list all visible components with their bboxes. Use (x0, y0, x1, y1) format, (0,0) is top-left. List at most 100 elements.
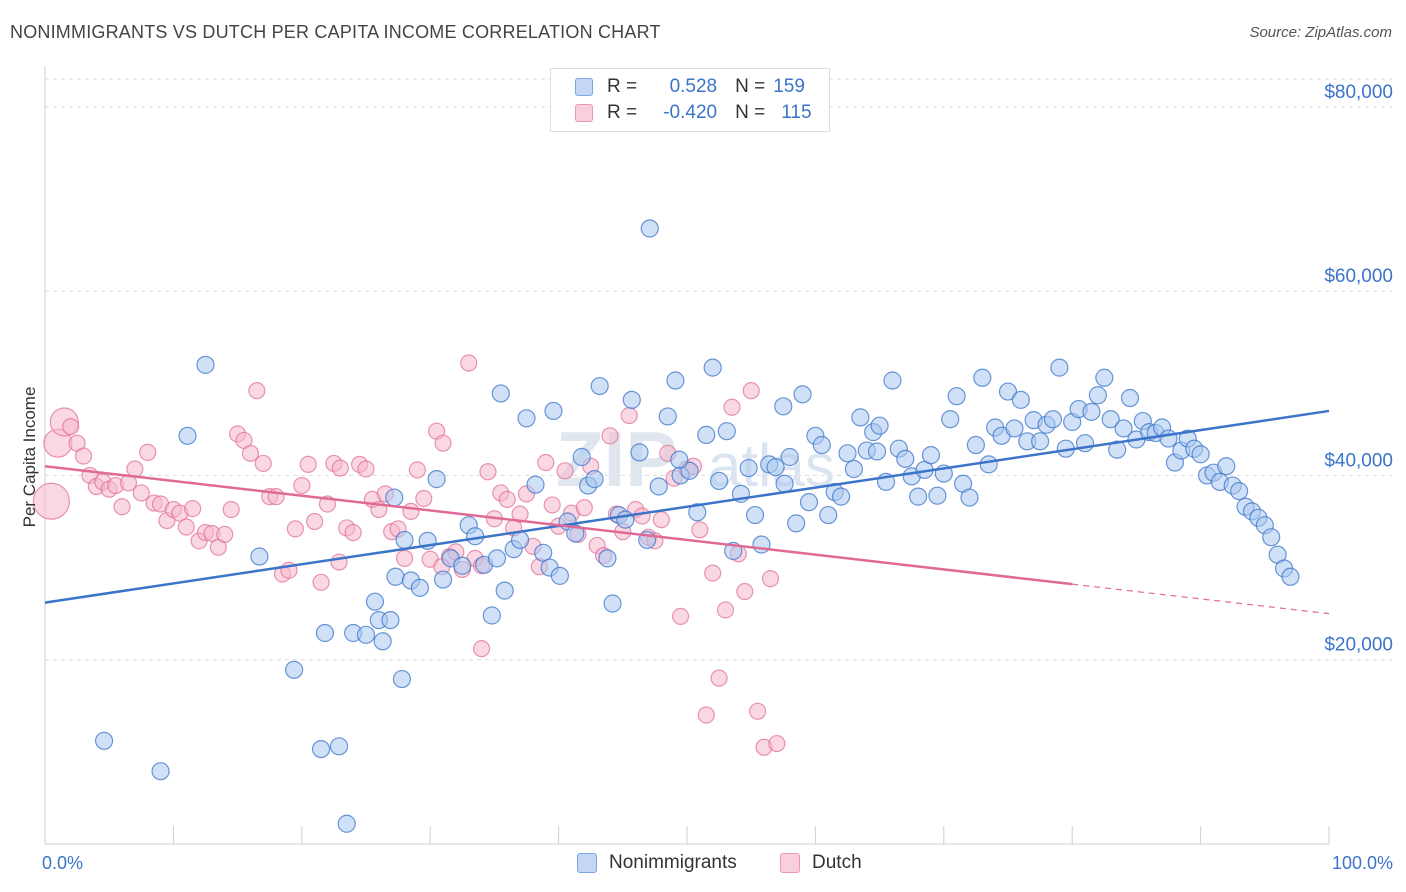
nonimmigrants-point (780, 447, 799, 467)
dutch-point (312, 573, 330, 591)
dutch-point (402, 502, 420, 520)
nonimmigrants-point (427, 470, 446, 489)
nonimmigrants-point (616, 510, 635, 529)
y-tick-label: $20,000 (1324, 635, 1393, 656)
x-tick-label-min: 0.0% (42, 853, 83, 873)
bottom-legend-nonimmigrants: Nonimmigrants (577, 852, 737, 874)
nonimmigrants-point (774, 397, 793, 416)
legend-r-value: 0.528 (669, 76, 718, 97)
nonimmigrants-point (998, 382, 1018, 401)
source-label: Source: ZipAtlas.com (1249, 24, 1392, 41)
nonimmigrants-point (1108, 440, 1127, 459)
legend-r-value: -0.420 (663, 102, 718, 123)
nonimmigrants-point (311, 739, 331, 759)
nonimmigrants-point (356, 625, 376, 644)
nonimmigrants-point (1281, 567, 1300, 586)
nonimmigrants-point (585, 470, 604, 489)
nonimmigrants-point (666, 371, 685, 390)
nonimmigrants-point (947, 387, 966, 406)
dutch-point (768, 734, 786, 753)
legend-swatch-blue (575, 78, 593, 96)
nonimmigrants-point (598, 549, 617, 568)
dutch-point (749, 702, 767, 720)
nonimmigrants-point (1011, 390, 1030, 409)
nonimmigrants-point (819, 505, 838, 525)
dutch-point (408, 461, 426, 479)
nonimmigrants-point (603, 594, 622, 613)
nonimmigrants-point (1262, 528, 1281, 547)
nonimmigrants-trend-line (44, 409, 1330, 604)
dutch-point (710, 669, 728, 687)
dutch-point (415, 489, 433, 508)
dutch-point (286, 520, 304, 538)
legend: R = 0.528 N = 159 R = -0.420 N = 115 (550, 68, 830, 132)
nonimmigrants-point (831, 487, 851, 506)
nonimmigrants-point (960, 488, 979, 507)
nonimmigrants-point (482, 606, 501, 625)
dutch-point (126, 460, 144, 478)
legend-n-label: N = (735, 76, 766, 97)
nonimmigrants-point (787, 514, 806, 533)
nonimmigrants-point (196, 355, 215, 374)
nonimmigrants-point (966, 435, 986, 455)
dutch-trend-line (44, 464, 1073, 586)
dutch-point (736, 582, 754, 601)
bottom-legend-label: Dutch (812, 852, 862, 873)
nonimmigrants-point (973, 368, 992, 387)
nonimmigrants-point (793, 385, 812, 404)
nonimmigrants-point (250, 547, 269, 566)
y-tick-label: $80,000 (1324, 82, 1393, 103)
nonimmigrants-point (1191, 445, 1210, 464)
nonimmigrants-point (979, 455, 998, 474)
bottom-legend-label: Nonimmigrants (609, 852, 737, 873)
dutch-point (74, 447, 93, 465)
legend-row-dutch: R = -0.420 N = 115 (575, 101, 812, 125)
nonimmigrants-point (517, 409, 536, 428)
nonimmigrants-point (94, 731, 114, 750)
nonimmigrants-point (590, 376, 609, 396)
bottom-legend-dutch: Dutch (780, 852, 862, 874)
dutch-point (139, 443, 157, 461)
dutch-point (330, 553, 348, 571)
nonimmigrants-point (658, 407, 677, 426)
bottom-legend: Nonimmigrants Dutch (0, 852, 1406, 876)
dutch-point (395, 549, 414, 567)
legend-r-label: R = (607, 76, 638, 97)
nonimmigrants-points (94, 219, 1300, 833)
dutch-point (460, 354, 478, 372)
nonimmigrants-point (844, 459, 864, 479)
tick-labels: $20,000 $40,000 $60,000 $80,000 0.0% 100.0% Pe… (20, 82, 1393, 873)
nonimmigrants-point (851, 408, 870, 427)
nonimmigrants-point (566, 524, 585, 543)
legend-n-label: N = (735, 102, 766, 123)
trend-lines (44, 409, 1330, 615)
nonimmigrants-point (909, 487, 928, 506)
nonimmigrants-point (365, 592, 385, 611)
dutch-point (511, 505, 529, 523)
legend-swatch-pink (575, 104, 593, 122)
nonimmigrants-point (766, 458, 785, 477)
nonimmigrants-point (510, 530, 530, 550)
nonimmigrants-point (883, 371, 902, 390)
nonimmigrants-point (752, 535, 771, 554)
nonimmigrants-point (284, 660, 304, 679)
nonimmigrants-point (178, 426, 197, 445)
legend-r-label: R = (607, 102, 638, 123)
nonimmigrants-point (799, 493, 819, 512)
dutch-point (704, 564, 722, 582)
nonimmigrants-point (550, 566, 569, 585)
nonimmigrants-point (386, 567, 405, 586)
nonimmigrants-point (703, 358, 722, 377)
nonimmigrants-point (526, 475, 545, 494)
bottom-legend-swatch-pink (780, 853, 800, 873)
dutch-point (62, 417, 80, 436)
nonimmigrants-point (315, 623, 335, 643)
dutch-trend-extension (1072, 583, 1330, 615)
nonimmigrants-point (337, 814, 356, 833)
nonimmigrants-point (1030, 432, 1050, 451)
dutch-point (723, 398, 741, 416)
nonimmigrants-point (622, 390, 641, 409)
nonimmigrants-point (870, 416, 889, 435)
dutch-point (248, 382, 266, 400)
nonimmigrants-point (1114, 419, 1133, 438)
